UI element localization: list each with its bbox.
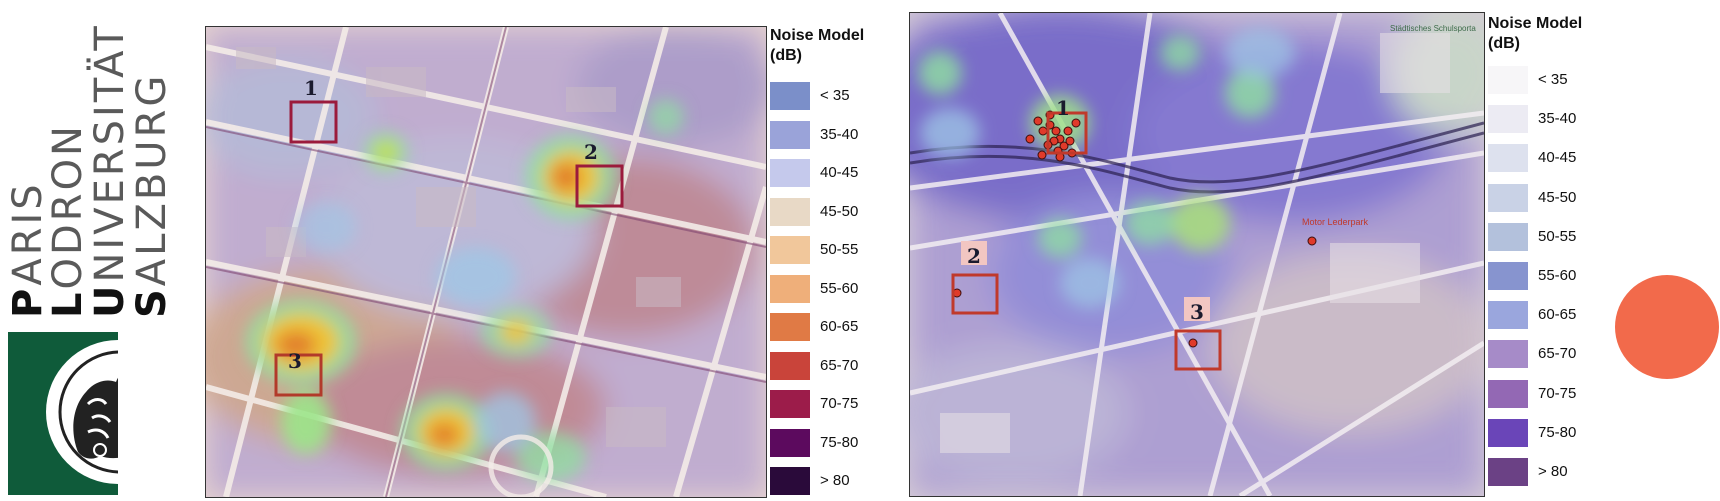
left-noise-heatmap: 1 2 3 bbox=[205, 26, 767, 498]
logo-word-paris: PARIS bbox=[5, 181, 51, 318]
legend-label: 40-45 bbox=[820, 164, 859, 181]
realeye-circle bbox=[1615, 275, 1719, 379]
legend-swatch bbox=[770, 120, 810, 149]
right-legend: Noise Model (dB) < 35 35-40 40-45 45-50 50-5… bbox=[1488, 14, 1608, 494]
left-legend-unit: (dB) bbox=[770, 47, 802, 64]
legend-label: 40-45 bbox=[1538, 149, 1577, 167]
legend-label: < 35 bbox=[1538, 71, 1568, 88]
svg-text:3: 3 bbox=[288, 349, 302, 373]
legend-label: 60-65 bbox=[820, 318, 859, 335]
lion-seal-icon bbox=[8, 332, 118, 495]
legend-label: 75-80 bbox=[820, 433, 859, 451]
place-label-motor: Motor Lederpark bbox=[1302, 217, 1369, 227]
legend-label: < 35 bbox=[820, 87, 850, 104]
legend-swatch bbox=[770, 274, 810, 303]
left-legend-title: Noise Model bbox=[770, 27, 865, 44]
right-box-2: 2 bbox=[951, 241, 999, 315]
right-box-3: 3 bbox=[1174, 297, 1222, 371]
legend-swatch bbox=[770, 390, 810, 418]
svg-text:2: 2 bbox=[967, 244, 981, 268]
legend-swatch bbox=[1488, 301, 1528, 330]
left-legend: Noise Model (dB) < 35 35-40 40-45 45-50 50-5… bbox=[770, 26, 890, 496]
legend-swatch bbox=[1488, 262, 1528, 290]
legend-label: 35-40 bbox=[1538, 110, 1577, 128]
legend-label: 45-50 bbox=[1538, 188, 1577, 206]
legend-label: 70-75 bbox=[1538, 384, 1577, 402]
legend-swatch bbox=[1488, 183, 1528, 212]
university-logo: PARIS LODRON UNIVERSITÄT SALZBURG bbox=[0, 0, 185, 501]
realeye-logo: RealEye bbox=[1615, 105, 1720, 395]
legend-label: 55-60 bbox=[820, 279, 859, 297]
legend-swatch bbox=[1488, 105, 1528, 134]
left-map-canvas: 1 2 3 bbox=[206, 27, 766, 497]
legend-swatch bbox=[1488, 340, 1528, 369]
right-legend-title: Noise Model bbox=[1488, 15, 1583, 32]
legend-label: 65-70 bbox=[820, 356, 859, 374]
legend-swatch bbox=[1488, 144, 1528, 173]
svg-text:3: 3 bbox=[1190, 300, 1204, 324]
legend-swatch bbox=[770, 428, 810, 457]
legend-swatch bbox=[1488, 458, 1528, 486]
legend-label: 60-65 bbox=[1538, 306, 1577, 324]
realeye-wordmark: RealEye bbox=[1711, 132, 1720, 375]
legend-label: 50-55 bbox=[1538, 227, 1577, 245]
svg-text:1: 1 bbox=[304, 76, 318, 100]
legend-label: 75-80 bbox=[1538, 423, 1577, 441]
legend-label: 35-40 bbox=[820, 125, 859, 143]
legend-label: 65-70 bbox=[1538, 345, 1577, 363]
right-map-canvas: Motor Lederpark Städtisches Schulsporta … bbox=[910, 13, 1484, 496]
legend-label: 45-50 bbox=[820, 202, 859, 220]
legend-swatch bbox=[1488, 418, 1528, 447]
logo-word-salzburg: SALZBURG bbox=[129, 72, 175, 318]
left-box-1: 1 bbox=[289, 76, 338, 144]
legend-swatch bbox=[1488, 66, 1528, 94]
legend-swatch bbox=[770, 82, 810, 110]
legend-label: 70-75 bbox=[820, 395, 859, 412]
place-label-schule: Städtisches Schulsporta bbox=[1390, 24, 1476, 33]
legend-swatch bbox=[770, 313, 810, 341]
legend-label: > 80 bbox=[820, 472, 850, 489]
legend-label: 55-60 bbox=[1538, 267, 1577, 284]
legend-label: > 80 bbox=[1538, 463, 1568, 480]
legend-swatch bbox=[1488, 222, 1528, 251]
logo-word-universitaet: UNIVERSITÄT bbox=[87, 23, 133, 318]
legend-swatch bbox=[1488, 379, 1528, 408]
legend-swatch bbox=[770, 197, 810, 226]
legend-swatch bbox=[770, 236, 810, 264]
logo-word-lodron: LODRON bbox=[45, 123, 91, 318]
left-box-3: 3 bbox=[274, 349, 323, 397]
legend-label: 50-55 bbox=[820, 241, 859, 258]
right-box-1: 1 bbox=[1046, 96, 1088, 155]
legend-swatch bbox=[770, 159, 810, 187]
legend-swatch bbox=[770, 467, 810, 495]
right-legend-unit: (dB) bbox=[1488, 35, 1520, 52]
svg-text:1: 1 bbox=[1056, 96, 1070, 120]
legend-swatch bbox=[770, 351, 810, 380]
left-box-2: 2 bbox=[575, 140, 624, 208]
right-noise-heatmap: Motor Lederpark Städtisches Schulsporta … bbox=[909, 12, 1485, 497]
svg-text:2: 2 bbox=[584, 140, 598, 164]
